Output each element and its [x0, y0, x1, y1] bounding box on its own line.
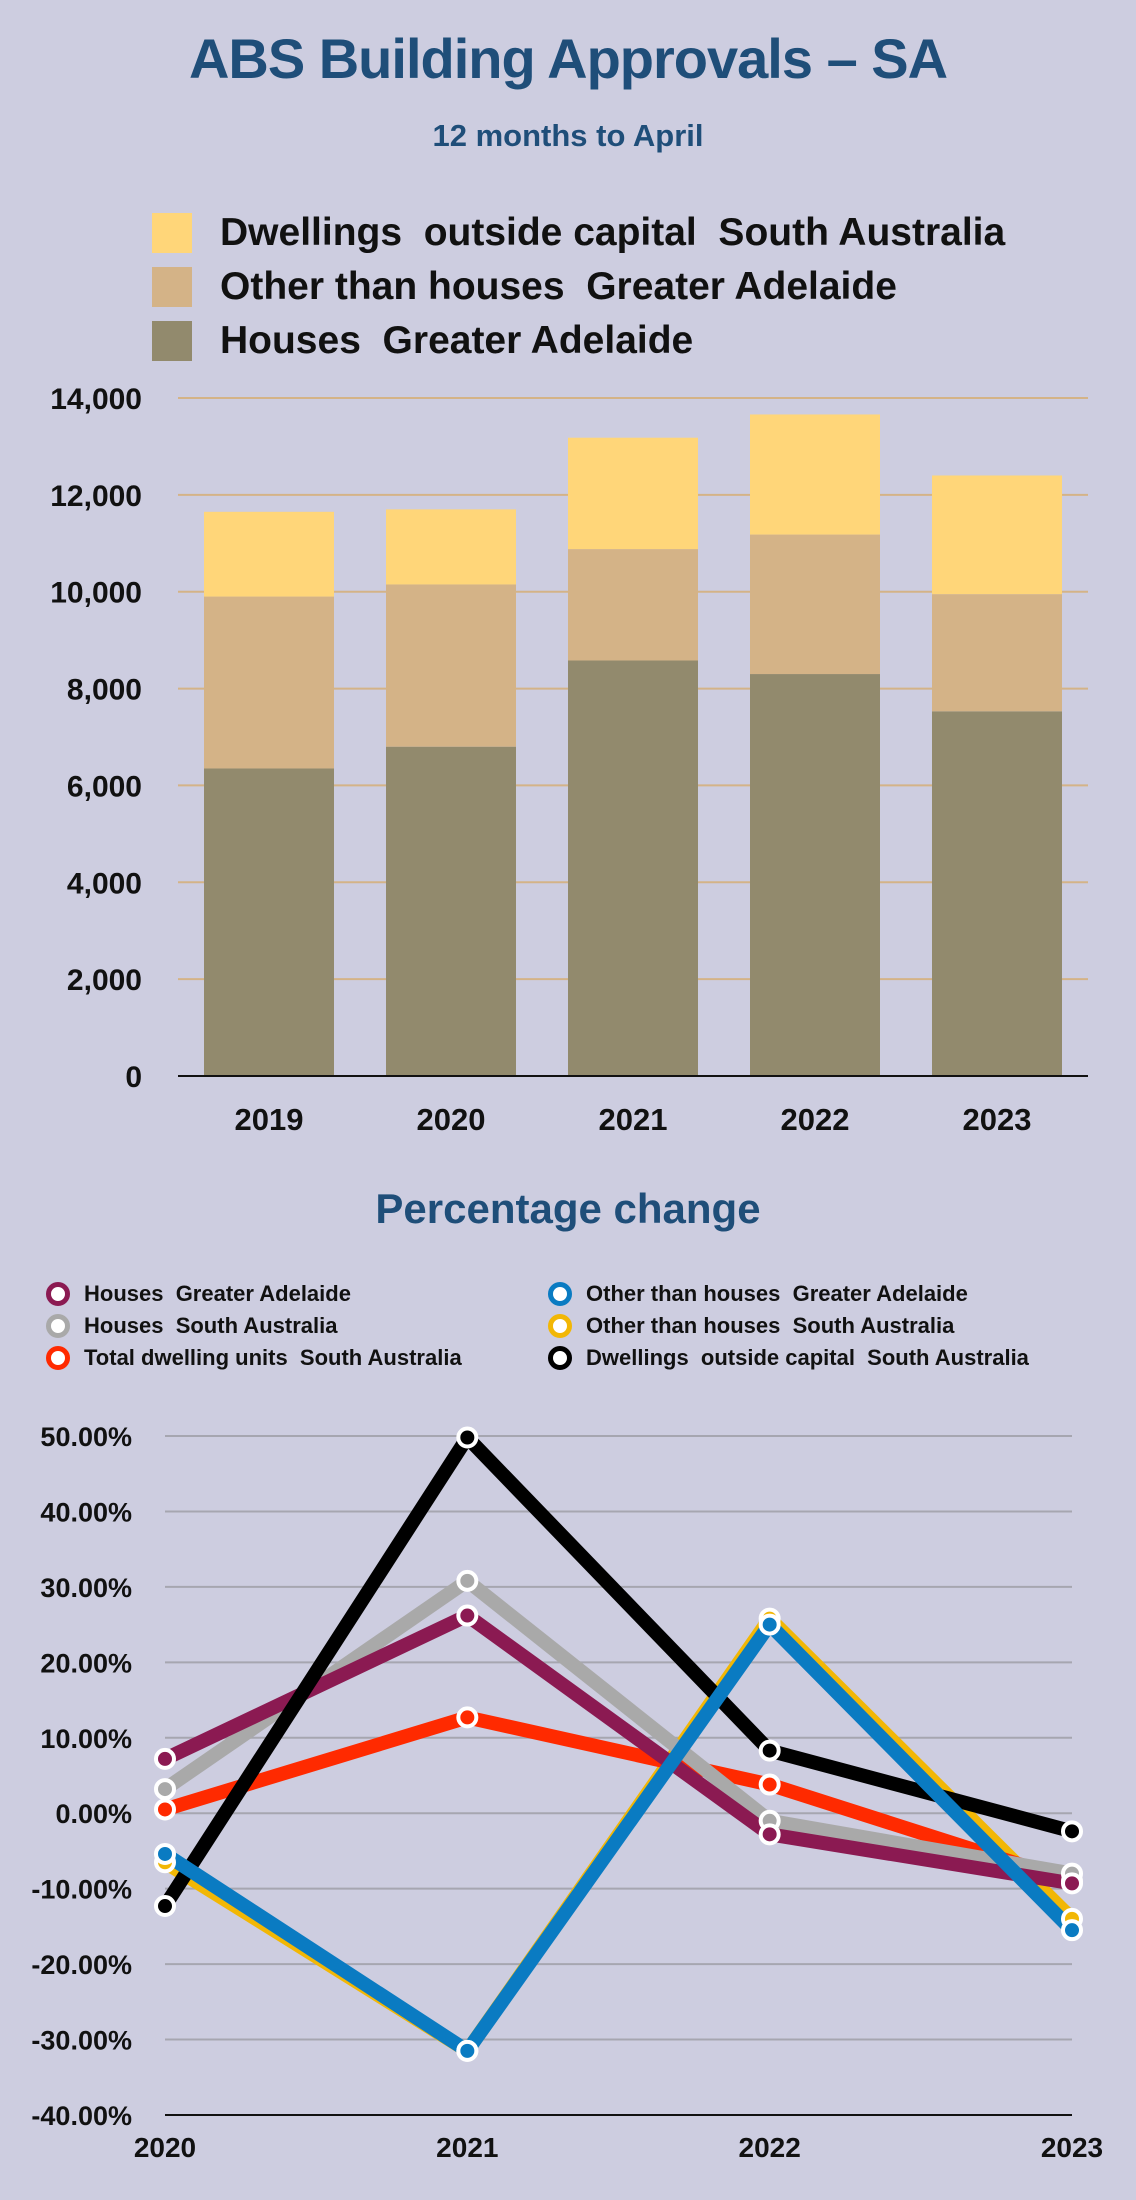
bar-segment	[932, 594, 1062, 712]
bar-segment	[750, 674, 880, 1076]
bar-legend-label: Other than houses Greater Adelaide	[220, 265, 897, 308]
line-y-tick-label: -20.00%	[31, 1950, 132, 1980]
line-x-tick-label: 2021	[436, 2132, 498, 2163]
line-legend-marker	[548, 1346, 572, 1370]
bar-legend-swatch	[152, 213, 192, 253]
line-point	[758, 1823, 781, 1846]
bar-legend-swatch	[152, 267, 192, 307]
line-y-tick-label: 10.00%	[40, 1724, 132, 1754]
line-series	[162, 1710, 1075, 1888]
bar-segment	[204, 596, 334, 769]
bar-y-tick-label: 14,000	[50, 383, 142, 416]
line-point	[154, 1842, 176, 1865]
bar-legend-swatch	[152, 321, 192, 361]
line-legend-label: Dwellings outside capital South Australi…	[586, 1345, 1029, 1370]
line-series	[161, 1617, 1077, 2058]
line-point	[456, 1569, 479, 1592]
bar-x-tick-label: 2020	[417, 1102, 486, 1137]
line-y-tick-label: 20.00%	[40, 1648, 132, 1678]
line-y-tick-label: -40.00%	[31, 2101, 132, 2131]
line-point	[154, 1895, 176, 1918]
bar-x-tick-label: 2019	[235, 1102, 304, 1137]
line-point	[154, 1747, 176, 1770]
stacked-bar-chart: 0 2,000 4,000 6,000 8,000 10,000 12,000 14,000 2…	[50, 383, 1088, 1137]
line-point	[456, 1706, 479, 1729]
bar-y-tick-label: 12,000	[50, 480, 142, 513]
bar-legend-item-houses: Houses Greater Adelaide	[152, 314, 1005, 368]
line-legend-item-other-sa: Other than houses South Australia	[548, 1310, 954, 1342]
line-y-tick-label: 0.00%	[55, 1799, 132, 1829]
line-point	[758, 1739, 781, 1762]
line-legend-marker	[548, 1314, 572, 1338]
line-point	[154, 1778, 176, 1801]
line-x-tick-label: 2022	[739, 2132, 801, 2163]
line-legend-label: Houses South Australia	[84, 1313, 338, 1338]
line-chart-title: Percentage change	[375, 1185, 761, 1232]
bar-x-tick-label: 2021	[599, 1102, 668, 1137]
chart-title: ABS Building Approvals – SA	[188, 27, 948, 90]
bar-segment	[932, 475, 1062, 595]
line-legend-label: Other than houses South Australia	[586, 1313, 955, 1338]
line-legend-marker	[46, 1346, 70, 1370]
bar-x-tick-label: 2022	[781, 1102, 850, 1137]
line-y-tick-label: 30.00%	[40, 1573, 132, 1603]
line-y-tick-label: 40.00%	[40, 1497, 132, 1527]
line-series	[162, 1608, 1074, 1891]
bar-y-tick-label: 4,000	[67, 867, 142, 900]
line-legend-label: Other than houses Greater Adelaide	[586, 1281, 968, 1306]
bar-y-tick-label: 2,000	[67, 964, 142, 997]
line-legend-marker	[46, 1282, 70, 1306]
bar-segment	[750, 414, 880, 535]
line-legend-item-other-greater-adelaide: Other than houses Greater Adelaide	[548, 1278, 968, 1310]
line-point	[1061, 1919, 1083, 1942]
bar-segment	[750, 534, 880, 675]
line-point	[456, 1426, 479, 1449]
line-legend-item-dwellings-outside-capital: Dwellings outside capital South Australi…	[548, 1342, 1029, 1374]
line-point	[1061, 1872, 1083, 1895]
line-y-tick-label: -30.00%	[31, 2026, 132, 2056]
bar-segment	[932, 711, 1062, 1076]
bar-segment	[568, 437, 698, 550]
bar-legend-label: Dwellings outside capital South Australi…	[220, 211, 1006, 254]
line-point	[758, 1773, 781, 1796]
line-legend-item-total-dwellings: Total dwelling units South Australia	[46, 1342, 462, 1374]
bar-segment	[204, 511, 334, 597]
percentage-change-line-chart: -40.00% -30.00% -20.00% -10.00% 0.00% 10.00% 2…	[31, 1422, 1103, 2163]
bar-legend-label: Houses Greater Adelaide	[220, 319, 694, 362]
line-legend-label: Houses Greater Adelaide	[84, 1281, 351, 1306]
bar-legend: Dwellings outside capital South Australi…	[152, 206, 1005, 368]
line-x-tick-label: 2023	[1041, 2132, 1103, 2163]
line-legend-marker	[548, 1282, 572, 1306]
line-legend-marker	[46, 1314, 70, 1338]
bar-segment	[386, 746, 516, 1076]
line-point	[456, 2039, 479, 2062]
line-point	[456, 1604, 479, 1627]
bar-segment	[568, 549, 698, 661]
bar-segment	[568, 660, 698, 1076]
line-x-tick-label: 2020	[134, 2132, 196, 2163]
bar-legend-item-other-than-houses: Other than houses Greater Adelaide	[152, 260, 1005, 314]
line-point	[154, 1798, 176, 1821]
bar-x-tick-label: 2023	[963, 1102, 1032, 1137]
line-point	[1061, 1820, 1083, 1843]
line-y-tick-label: -10.00%	[31, 1875, 132, 1905]
line-legend-label: Total dwelling units South Australia	[84, 1345, 462, 1370]
bar-legend-item-dwellings-outside-capital: Dwellings outside capital South Australi…	[152, 206, 1005, 260]
line-series	[159, 1430, 1074, 1910]
bar-y-tick-label: 0	[125, 1061, 142, 1094]
line-legend-item-houses-sa: Houses South Australia	[46, 1310, 337, 1342]
bar-segment	[204, 768, 334, 1076]
bar-y-tick-label: 6,000	[67, 770, 142, 803]
chart-subtitle: 12 months to April	[432, 118, 704, 153]
line-legend-item-houses-greater-adelaide: Houses Greater Adelaide	[46, 1278, 351, 1310]
line-point	[758, 1613, 781, 1636]
line-y-tick-label: 50.00%	[40, 1422, 132, 1452]
bar-y-tick-label: 10,000	[50, 577, 142, 610]
bar-segment	[386, 509, 516, 585]
bar-segment	[386, 584, 516, 747]
bar-y-tick-label: 8,000	[67, 674, 142, 707]
